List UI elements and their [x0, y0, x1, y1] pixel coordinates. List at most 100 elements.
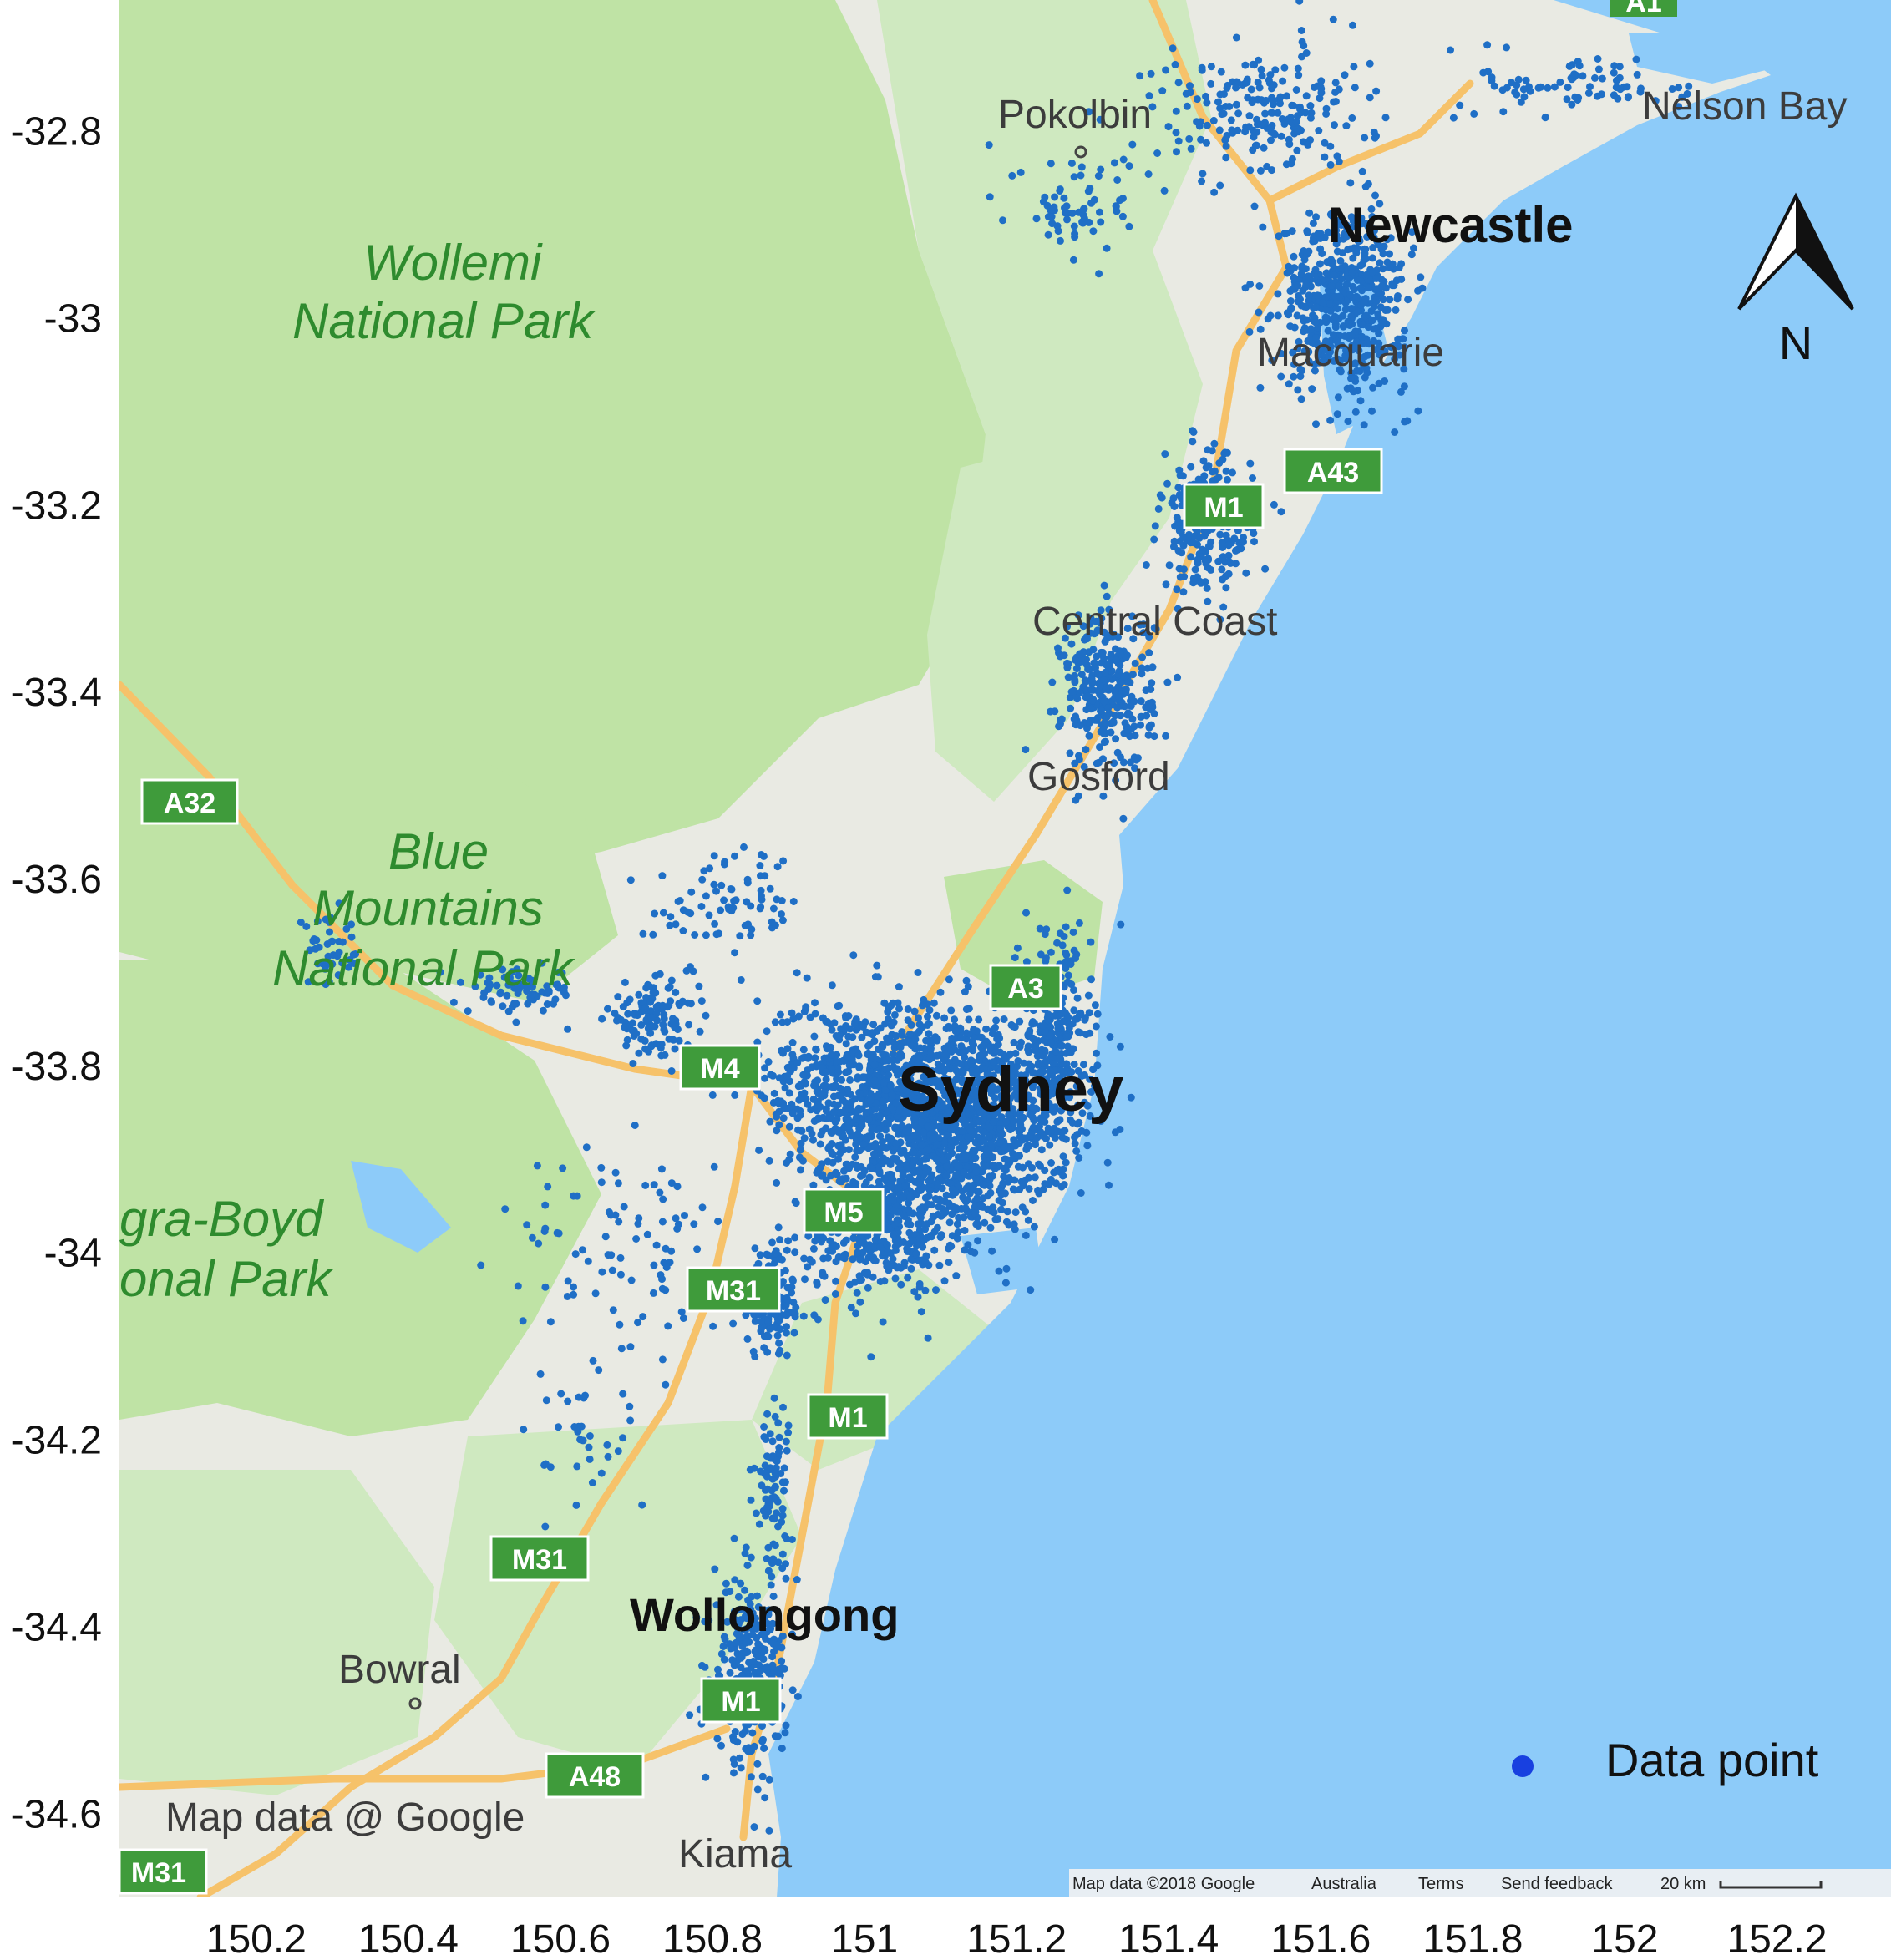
data-point: [748, 1729, 757, 1737]
data-point: [1187, 553, 1195, 561]
data-point: [1105, 1181, 1113, 1189]
data-point: [1016, 1132, 1024, 1141]
data-point: [1016, 1017, 1024, 1026]
data-point: [763, 1027, 771, 1036]
data-point: [974, 1133, 982, 1142]
data-point: [1503, 43, 1511, 52]
data-point: [1064, 1014, 1072, 1021]
data-point: [1247, 85, 1255, 94]
data-point: [1030, 1223, 1038, 1231]
data-point: [1069, 256, 1077, 264]
data-point: [616, 1253, 625, 1262]
data-point: [539, 1006, 547, 1015]
data-point: [992, 1016, 1001, 1025]
data-point: [768, 1437, 777, 1446]
data-point: [843, 1052, 851, 1061]
data-point: [766, 884, 774, 893]
blue-mountains-park-area: [119, 718, 618, 1002]
data-point: [793, 1693, 802, 1700]
data-point: [910, 1142, 918, 1150]
data-point: [1208, 447, 1216, 455]
data-point: [930, 1246, 939, 1254]
data-point: [1032, 1043, 1040, 1051]
data-point: [895, 1159, 904, 1167]
data-point: [597, 1163, 606, 1172]
data-point: [1394, 292, 1402, 300]
data-point: [781, 1729, 789, 1737]
data-point: [1290, 252, 1298, 261]
data-point: [1036, 924, 1044, 933]
data-point: [910, 1007, 919, 1015]
data-point: [814, 1101, 822, 1109]
data-point: [1016, 168, 1025, 176]
data-point: [1296, 105, 1304, 114]
data-point: [1318, 250, 1326, 257]
data-point: [1584, 89, 1593, 97]
data-point: [1261, 109, 1270, 118]
data-point: [1131, 732, 1139, 740]
data-point: [1313, 82, 1321, 90]
data-point: [1004, 1161, 1012, 1169]
data-point: [838, 1086, 846, 1093]
data-point: [597, 1178, 606, 1187]
data-point: [925, 1030, 933, 1038]
data-point: [819, 1014, 827, 1022]
data-point: [947, 1137, 956, 1145]
data-point: [778, 1550, 787, 1558]
data-point: [819, 1171, 827, 1179]
data-point: [867, 1353, 875, 1361]
data-point: [942, 1191, 951, 1199]
data-point: [658, 1001, 667, 1010]
data-point: [669, 1015, 677, 1023]
data-point: [791, 1198, 799, 1206]
data-point: [666, 983, 674, 991]
data-point: [1043, 1013, 1052, 1021]
data-point: [969, 1089, 977, 1097]
data-point: [1224, 475, 1231, 484]
data-point: [1098, 651, 1107, 659]
data-point: [825, 1020, 834, 1028]
data-point: [773, 1456, 781, 1465]
data-point: [1347, 264, 1356, 271]
data-point: [758, 1772, 767, 1780]
data-point: [755, 1146, 763, 1154]
data-point: [696, 1027, 704, 1036]
data-point: [1368, 268, 1376, 276]
data-point: [1550, 83, 1559, 91]
data-point: [932, 1011, 940, 1020]
data-point: [1006, 1126, 1015, 1134]
data-point: [773, 863, 782, 871]
data-point: [1070, 986, 1077, 994]
data-point: [954, 1228, 962, 1236]
data-point: [1097, 218, 1105, 226]
data-point: [876, 1112, 885, 1121]
data-point: [1158, 87, 1167, 95]
data-point: [887, 1021, 895, 1030]
data-point: [1322, 110, 1331, 118]
data-point: [773, 1178, 781, 1187]
data-point: [698, 875, 707, 884]
data-point: [1348, 114, 1356, 122]
data-point: [1064, 957, 1072, 965]
data-point: [947, 1006, 956, 1015]
data-point: [1234, 109, 1243, 118]
data-point: [895, 1239, 903, 1248]
data-point: [1047, 948, 1055, 956]
data-point: [1010, 1136, 1018, 1144]
data-point: [1150, 535, 1158, 544]
data-point: [776, 1325, 784, 1334]
data-point: [1256, 383, 1265, 392]
data-point: [1064, 971, 1072, 980]
data-point: [1179, 472, 1187, 480]
data-point: [955, 1183, 963, 1191]
data-point: [1285, 140, 1294, 149]
data-point: [1341, 71, 1349, 79]
data-point: [695, 982, 703, 990]
data-point: [952, 1171, 961, 1179]
data-point: [726, 1669, 734, 1677]
data-point: [816, 1140, 824, 1148]
data-point: [1022, 1208, 1030, 1216]
data-point: [755, 1520, 763, 1528]
data-point: [1087, 199, 1095, 207]
data-point: [1456, 101, 1464, 109]
